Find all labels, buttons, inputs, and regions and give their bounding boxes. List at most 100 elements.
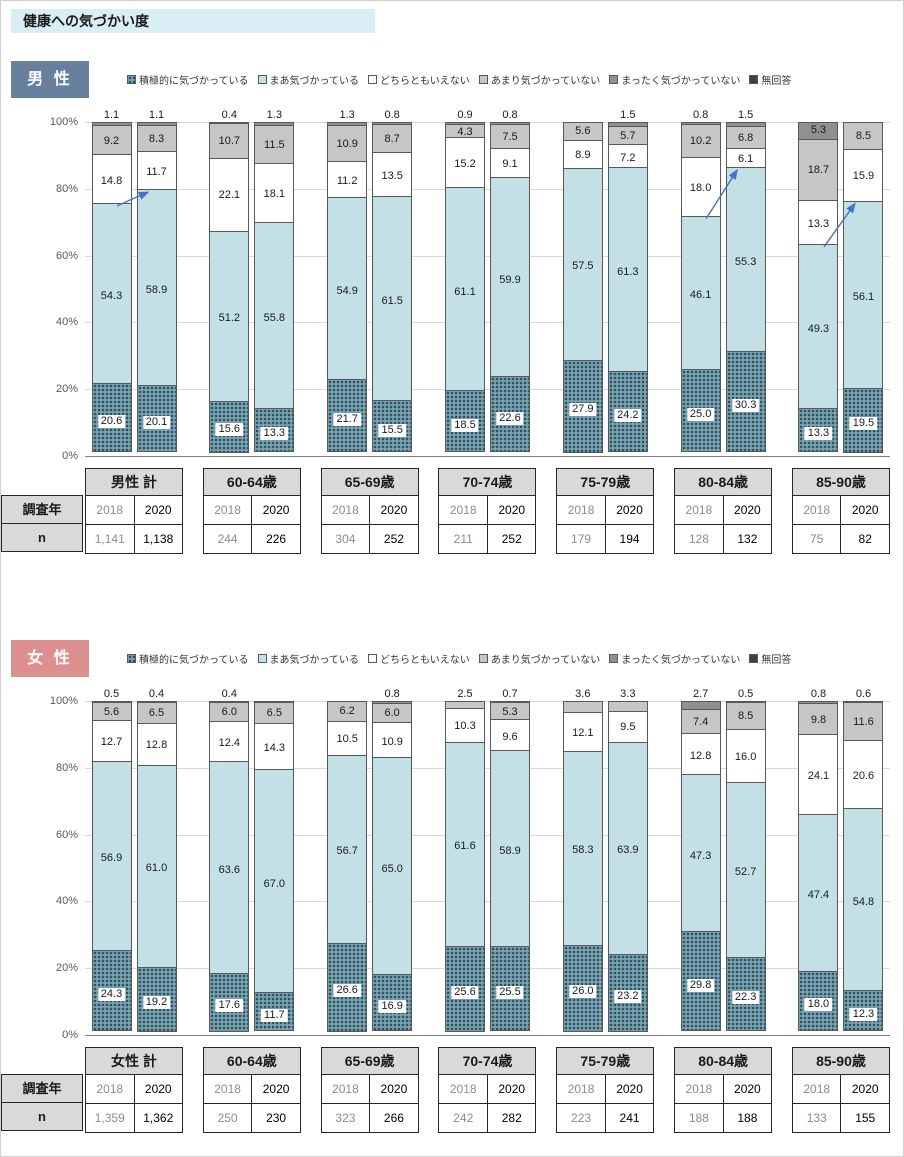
stacked-bar-2020: 1.5 6.8 6.1 55.3 30.3 — [725, 109, 766, 456]
table-year-cell: 2018 — [438, 495, 488, 525]
table-year-cell: 2020 — [840, 1074, 890, 1104]
bar-segment-3 — [254, 702, 295, 724]
bar-value-label: 2.5 — [457, 687, 473, 700]
table-group-name: 70-74歳 — [438, 1047, 537, 1075]
bar-segment-0 — [444, 946, 485, 1032]
bar-groups: 0.5 5.6 12.7 56.9 24.3 0.4 6.5 12.8 61.0 19.2 0.4 6… — [85, 688, 890, 1035]
bar-segment-3 — [327, 701, 368, 722]
bar-segment-3 — [798, 702, 839, 736]
bar-group: 1.3 10.9 11.2 54.9 21.7 0.8 8.7 13.5 61.5 15.5 — [321, 109, 419, 456]
bar-segment-2 — [489, 147, 530, 179]
bar-value-label: 2.7 — [692, 687, 709, 700]
stacked-bar-2018: 0.8 9.8 24.1 47.4 18.0 — [798, 688, 839, 1035]
table-group-name: 60-64歳 — [202, 468, 301, 496]
bar-segment-0 — [725, 956, 766, 1032]
table-n-cell: 323 — [320, 1103, 371, 1133]
bar-groups: 1.1 9.2 14.8 54.3 20.6 1.1 8.3 11.7 58.9 20.1 0.4 1… — [85, 109, 890, 456]
bar-segment-1 — [91, 761, 132, 952]
bar-segment-2 — [254, 722, 295, 771]
bar-segment-1 — [607, 741, 648, 956]
table-group-name: 70-74歳 — [438, 468, 537, 496]
table-group-name: 80-84歳 — [674, 468, 773, 496]
bar-segment-2 — [843, 739, 884, 809]
table-n-cell: 226 — [251, 524, 301, 554]
legend-swatch-icon — [368, 75, 377, 84]
table-n-cell: 133 — [791, 1103, 842, 1133]
bar-segment-3 — [607, 126, 648, 146]
bar-segment-0 — [725, 350, 766, 452]
gridline — [85, 834, 890, 836]
bar-segment-2 — [680, 732, 721, 776]
bar-value-label: 1.1 — [103, 108, 120, 121]
bar-segment-1 — [680, 774, 721, 933]
page-title: 健康への気づかい度 — [11, 9, 375, 33]
stacked-bar-2020: 0.5 8.5 16.0 52.7 22.3 — [725, 688, 766, 1035]
table-n-cell: 250 — [202, 1103, 253, 1133]
bar-value-label: 3.3 — [620, 687, 636, 700]
bar-segment-1 — [444, 187, 485, 392]
bar-segment-1 — [372, 195, 413, 402]
bar-segment-0 — [372, 400, 413, 452]
legend-item: 積極的に気づかっている — [127, 72, 249, 87]
y-axis-tick: 60% — [55, 828, 78, 841]
bar-segment-2 — [91, 154, 132, 204]
y-axis-tick: 40% — [55, 895, 78, 908]
y-axis-tick: 20% — [55, 962, 78, 975]
bar-segment-1 — [327, 197, 368, 381]
legend-label: あまり気づかっていない — [490, 655, 601, 666]
bar-segment-3 — [254, 125, 295, 164]
table-year-cell: 2018 — [202, 495, 253, 525]
bar-group: 2.7 7.4 12.8 47.3 29.8 0.5 8.5 16.0 52.7 22.3 — [674, 688, 772, 1035]
bar-segment-0 — [680, 931, 721, 1031]
table-group-name: 85-90歳 — [791, 468, 890, 496]
bar-segment-1 — [725, 781, 766, 958]
group-table: 80-84歳 2018 2020 188 188 — [674, 1047, 773, 1133]
table-year-cell: 2018 — [556, 495, 606, 525]
bar-group: 2.5 10.3 61.6 25.6 0.7 5.3 9.6 58.9 25.5 — [438, 688, 536, 1035]
bar-segment-0 — [489, 945, 530, 1031]
legend-item: あまり気づかっていない — [478, 72, 600, 87]
bar-segment-2 — [562, 712, 603, 753]
bar-segment-1 — [327, 754, 368, 945]
legend-item: まったく気づかっていない — [609, 72, 740, 87]
bar-segment-1 — [607, 167, 648, 373]
y-axis: 100% 80% 60% 40% 20% 0% — [1, 116, 85, 462]
bar-group: 0.9 4.3 15.2 61.1 18.5 0.8 7.5 9.1 59.9 22.6 — [438, 109, 536, 456]
bar-value-label: 0.8 — [502, 108, 518, 121]
bar-segment-3 — [91, 124, 132, 156]
bar-value-label: 0.5 — [737, 687, 754, 700]
bar-segment-1 — [680, 215, 721, 370]
bar-value-label: 0.4 — [221, 108, 237, 121]
stacked-bar-2020: 1.5 5.7 7.2 61.3 24.2 — [607, 109, 648, 456]
bar-segment-3 — [489, 123, 530, 149]
stacked-bar-2018: 6.2 10.5 56.7 26.6 — [327, 701, 368, 1035]
bar-segment-3 — [562, 122, 603, 141]
y-axis: 100% 80% 60% 40% 20% 0% — [1, 695, 85, 1041]
y-axis-tick: 80% — [55, 761, 78, 774]
legend-swatch-icon — [127, 75, 136, 84]
bar-value-label: 0.5 — [103, 687, 120, 700]
gridline — [85, 701, 890, 702]
bar-segment-0 — [798, 407, 839, 452]
stacked-bar-2020: 0.8 6.0 10.9 65.0 16.9 — [372, 688, 413, 1035]
stacked-bar-2018: 0.9 4.3 15.2 61.1 18.5 — [444, 109, 485, 456]
bar-segment-2 — [327, 720, 368, 756]
gridline — [85, 122, 890, 123]
stacked-bar-2020: 0.8 7.5 9.1 59.9 22.6 — [489, 109, 530, 456]
table-year-cell: 2018 — [320, 495, 371, 525]
table-n-cell: 252 — [369, 524, 419, 554]
legend-label: 無回答 — [761, 655, 792, 666]
legend-item: まあ気づかっている — [257, 72, 359, 87]
table-n-cell: 242 — [438, 1103, 488, 1133]
table-year-cell: 2018 — [791, 495, 842, 525]
female-chart: 100% 80% 60% 40% 20% 0% 0.5 5.6 12.7 56.9 24.3 0.4… — [1, 688, 903, 1041]
bar-segment-1 — [372, 757, 413, 976]
gridline — [85, 901, 890, 903]
stacked-bar-2018: 5.6 8.9 57.5 27.9 — [562, 122, 603, 456]
table-year-cell: 2018 — [85, 1074, 135, 1104]
legend-label: 積極的に気づかっている — [139, 76, 249, 87]
stacked-bar-2018: 2.7 7.4 12.8 47.3 29.8 — [680, 688, 721, 1035]
bar-value-label: 0.4 — [148, 687, 165, 700]
table-n-cell: 266 — [369, 1103, 419, 1133]
bar-segment-3 — [725, 702, 766, 731]
